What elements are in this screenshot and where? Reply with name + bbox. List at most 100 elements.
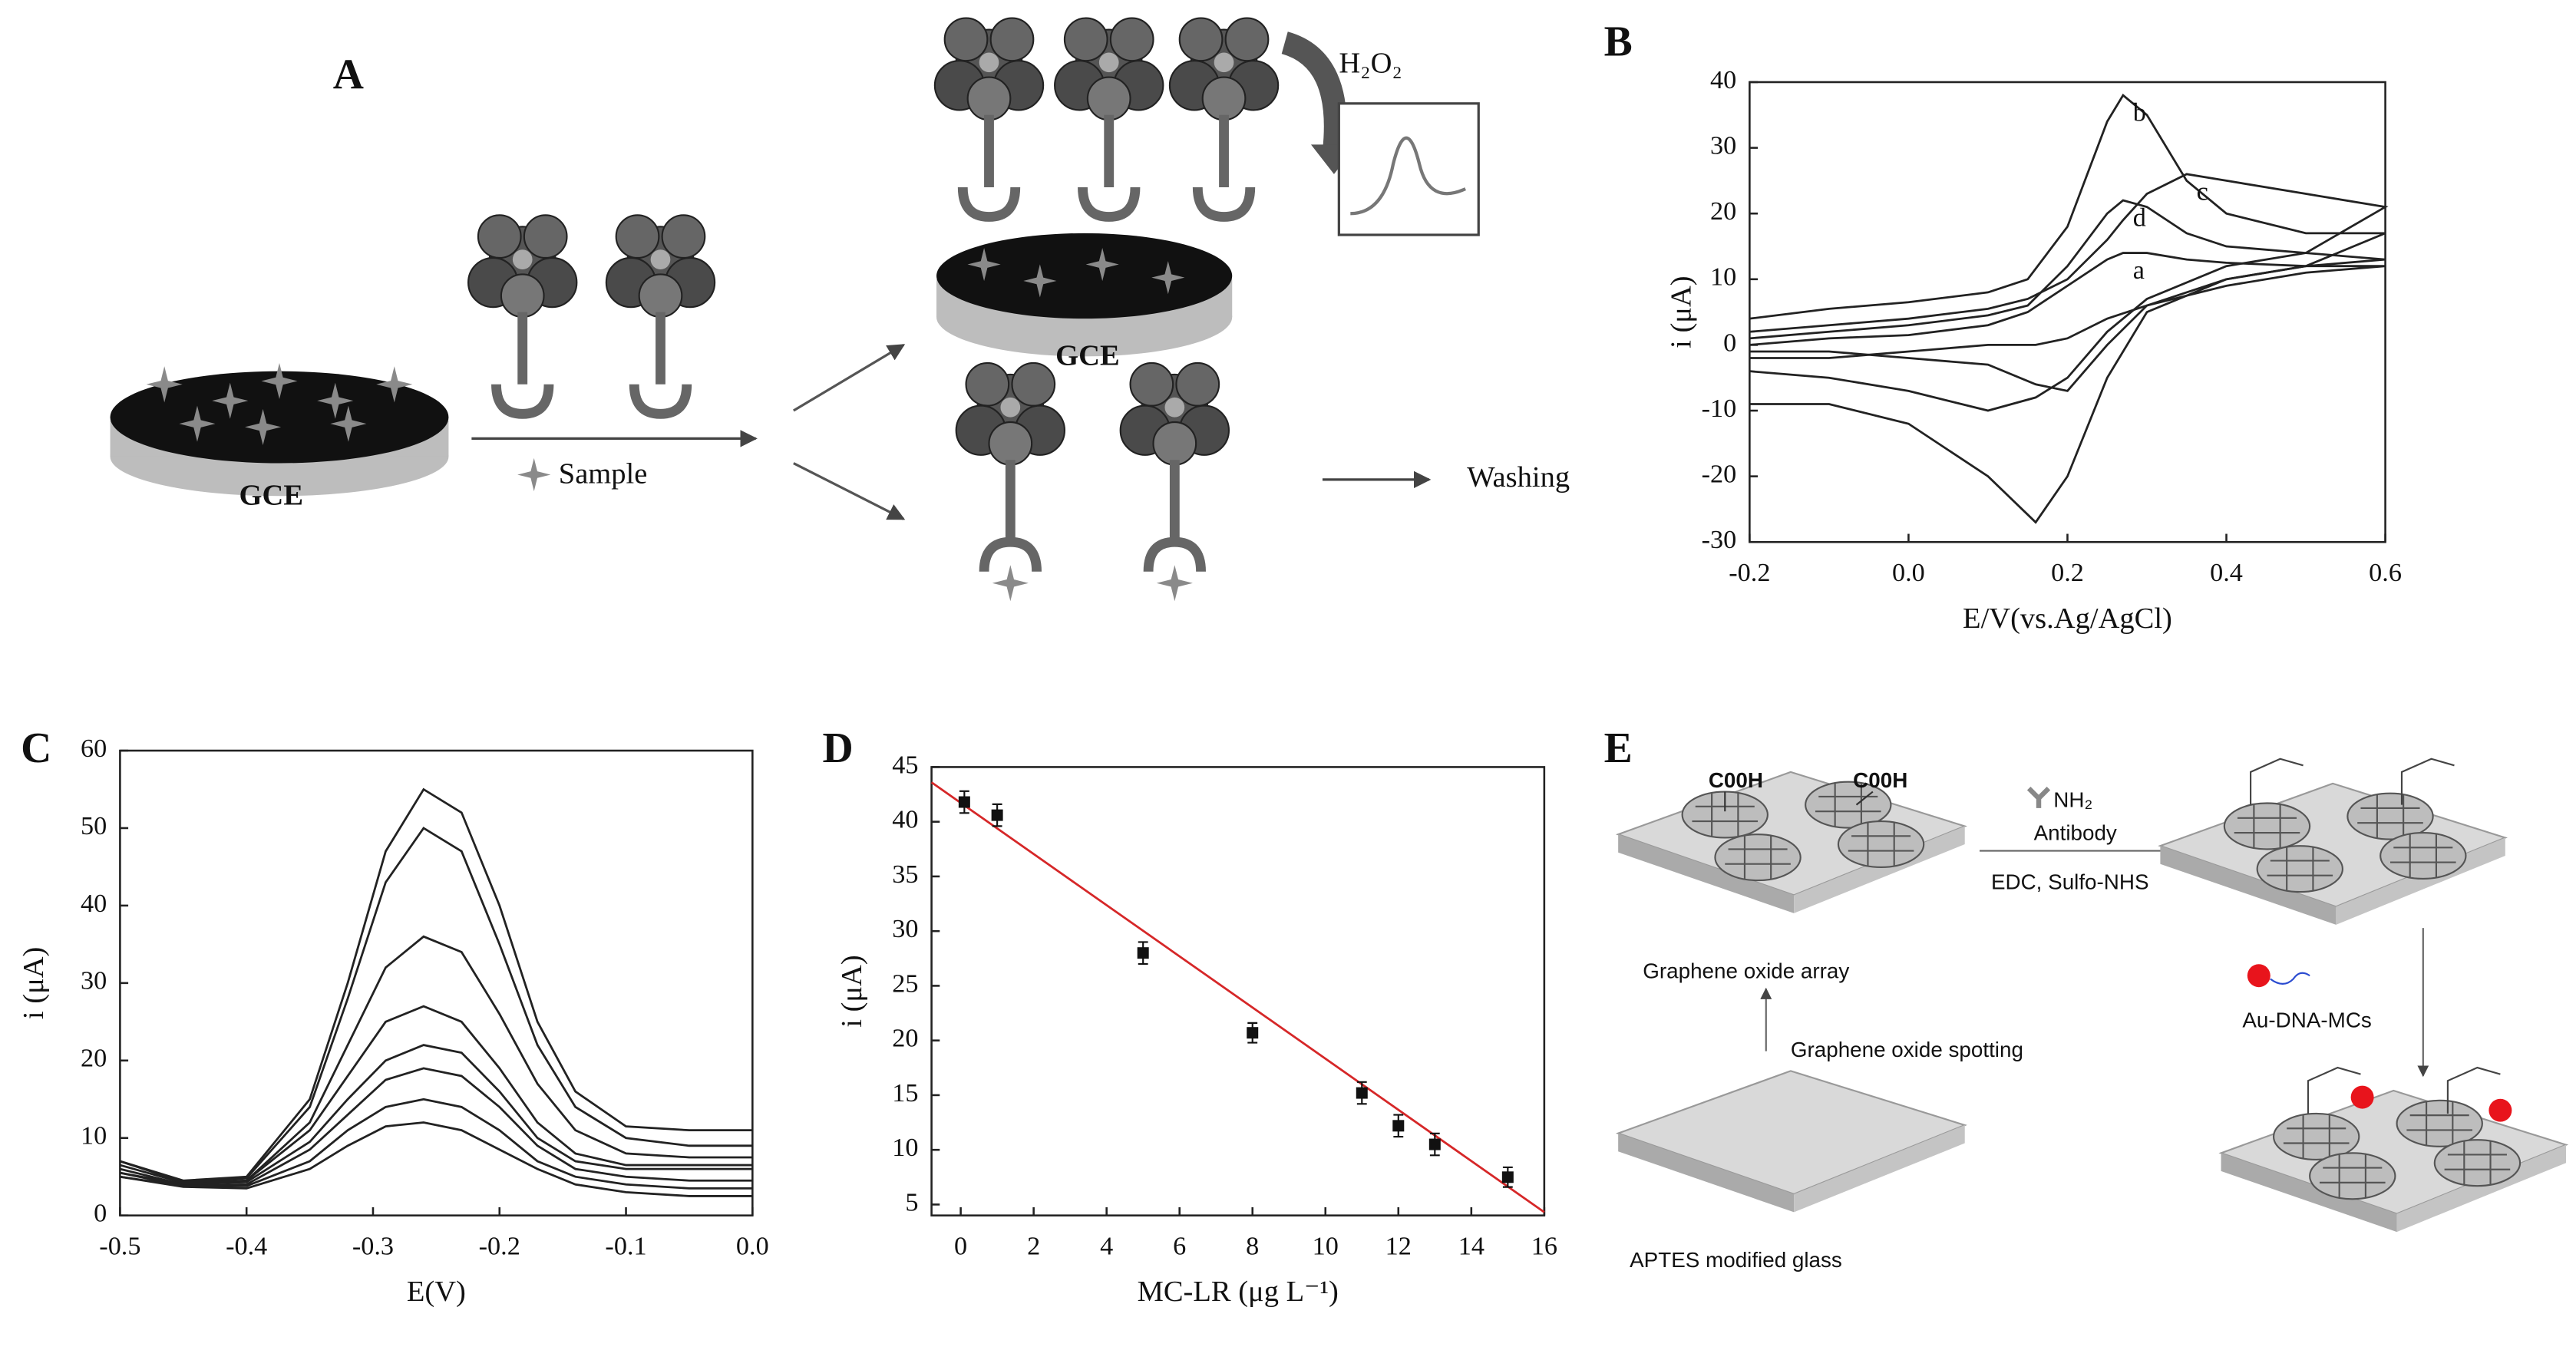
arrow xyxy=(793,462,906,520)
antibody xyxy=(1170,18,1278,217)
y-tick-label: 25 xyxy=(892,969,918,998)
electrode-label: GCE xyxy=(1055,339,1119,371)
curve xyxy=(120,1005,753,1186)
x-tick-label: 0.0 xyxy=(1892,558,1925,587)
data-point xyxy=(1392,1120,1405,1132)
curve xyxy=(120,1098,753,1190)
x-axis-label: E/V(vs.Ag/AgCl) xyxy=(1963,602,2172,635)
signal-peak xyxy=(1350,136,1467,216)
x-tick-label: -0.4 xyxy=(226,1231,267,1260)
antigen xyxy=(517,457,551,492)
panel-label: D xyxy=(823,725,854,772)
dna-strand xyxy=(2270,972,2310,985)
y-tick-label: 0 xyxy=(94,1199,107,1228)
fit-line xyxy=(930,781,1545,1213)
group-label: C00H xyxy=(1853,768,1907,792)
antibody xyxy=(1055,18,1163,217)
reagent-label: H₂O₂ xyxy=(1339,47,1402,79)
nanoparticle xyxy=(2247,964,2271,988)
antibody xyxy=(935,18,1043,217)
antigen xyxy=(992,565,1029,602)
x-tick-label: 10 xyxy=(1313,1231,1339,1260)
curve xyxy=(1749,94,2386,524)
y-tick-label: 30 xyxy=(1710,130,1736,160)
curve-label: a xyxy=(2133,256,2145,285)
antibody-icon xyxy=(2026,786,2051,808)
data-point xyxy=(1428,1138,1441,1150)
data-point xyxy=(991,809,1003,821)
slide xyxy=(1615,1070,1967,1213)
signal-box xyxy=(1337,102,1480,236)
y-tick-label: -20 xyxy=(1702,459,1737,488)
antibody xyxy=(956,363,1065,572)
x-tick-label: 4 xyxy=(1100,1231,1113,1260)
group-label: C00H xyxy=(1709,768,1763,792)
x-tick-label: 16 xyxy=(1531,1231,1557,1260)
y-tick-label: 20 xyxy=(81,1044,107,1073)
curve xyxy=(120,1067,753,1187)
x-tick-label: -0.2 xyxy=(1729,558,1770,587)
panel-label: E xyxy=(1604,725,1633,772)
x-tick-label: -0.2 xyxy=(479,1231,520,1260)
curve xyxy=(120,935,753,1184)
curve xyxy=(1749,173,2389,412)
washing-label: Washing xyxy=(1467,461,1570,493)
y-axis-label: i (μA) xyxy=(1666,276,1698,348)
data-point xyxy=(1501,1171,1514,1183)
y-tick-label: 15 xyxy=(892,1078,918,1107)
y-tick-label: -30 xyxy=(1702,525,1737,554)
antibody xyxy=(1121,363,1229,572)
x-tick-label: -0.3 xyxy=(352,1231,394,1260)
x-axis-label: E(V) xyxy=(407,1276,466,1308)
reagent-label: Au-DNA-MCs xyxy=(2242,1008,2371,1032)
curve xyxy=(120,1044,753,1186)
x-tick-label: 6 xyxy=(1173,1231,1186,1260)
y-tick-label: 40 xyxy=(1710,65,1736,94)
y-tick-label: 5 xyxy=(905,1187,918,1216)
slide xyxy=(2218,1066,2569,1233)
antibody xyxy=(606,215,715,414)
plot-frame xyxy=(930,766,1546,1216)
x-tick-label: 12 xyxy=(1385,1231,1412,1260)
x-axis-label: MC-LR (μg L⁻¹) xyxy=(1138,1276,1339,1308)
slide xyxy=(2158,758,2508,925)
electrode-label: GCE xyxy=(239,479,303,511)
curved-arrow xyxy=(1281,31,1347,153)
x-tick-label: 2 xyxy=(1027,1231,1040,1260)
y-tick-label: 50 xyxy=(81,811,107,840)
curve xyxy=(119,787,753,1182)
y-tick-label: 20 xyxy=(1710,196,1736,226)
y-tick-label: 35 xyxy=(892,860,918,889)
electrode-top xyxy=(110,371,449,464)
x-tick-label: 0.6 xyxy=(2369,558,2402,587)
step-label: Graphene oxide spotting xyxy=(1791,1038,2023,1061)
slide xyxy=(1615,771,1967,913)
data-point xyxy=(1137,947,1149,959)
x-tick-label: 0.2 xyxy=(2051,558,2084,587)
curve-label: d xyxy=(2133,203,2146,233)
data-point xyxy=(1356,1087,1368,1099)
plot-frame xyxy=(119,749,754,1216)
diagram-e: C00H C00H Graphene oxide array Graphene … xyxy=(1615,758,2569,1272)
y-tick-label: 40 xyxy=(892,805,918,834)
antigen xyxy=(1156,565,1193,602)
sample-label: Sample xyxy=(559,457,648,490)
plot-frame xyxy=(1749,81,2386,543)
x-tick-label: 0.4 xyxy=(2210,558,2243,587)
panel-label: B xyxy=(1604,18,1633,66)
curve-label: c xyxy=(2197,177,2208,206)
antibody xyxy=(468,215,576,414)
x-tick-label: -0.5 xyxy=(99,1231,140,1260)
y-axis-label: i (μA) xyxy=(836,955,868,1027)
x-tick-label: 14 xyxy=(1458,1231,1485,1260)
panel-label: C xyxy=(21,725,51,772)
data-point xyxy=(1247,1027,1259,1039)
curve xyxy=(120,1121,753,1197)
diagram-a: GCE Sample GCE H₂O₂ Washing xyxy=(110,18,1570,602)
y-tick-label: 10 xyxy=(81,1121,107,1150)
y-axis-label: i (μA) xyxy=(18,947,50,1019)
y-tick-label: 10 xyxy=(1710,262,1736,292)
y-tick-label: 20 xyxy=(892,1024,918,1053)
reagent-label: EDC, Sulfo-NHS xyxy=(1991,870,2149,894)
